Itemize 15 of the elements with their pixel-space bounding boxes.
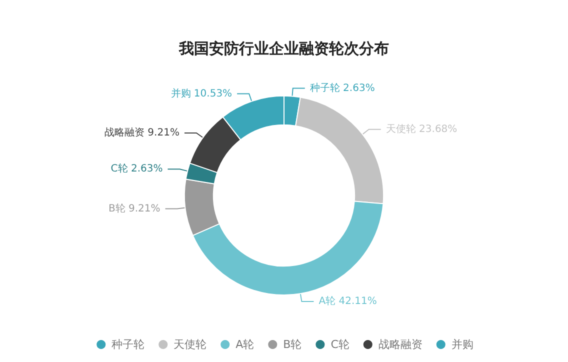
legend-label: C轮 (330, 338, 350, 351)
legend-label: 并购 (451, 338, 474, 351)
category-label: 并购 10.53% (170, 88, 232, 100)
legend-label: B轮 (283, 338, 302, 351)
category-label: B轮 9.21% (108, 203, 160, 214)
legend-label: 种子轮 (112, 338, 145, 351)
legend-label: A轮 (236, 338, 254, 351)
legend-label: 天使轮 (174, 338, 207, 351)
category-label: 天使轮 23.68% (386, 124, 458, 135)
category-label: A轮 42.11% (318, 296, 377, 308)
category-label: C轮 2.63% (110, 164, 163, 175)
category-label: 战略融资 9.21% (104, 128, 180, 139)
legend-label: 战略融资 (378, 338, 422, 351)
chart-title: 我国安防行业企业融资轮次分布 (178, 40, 389, 58)
category-label: 种子轮 2.63% (310, 82, 375, 94)
